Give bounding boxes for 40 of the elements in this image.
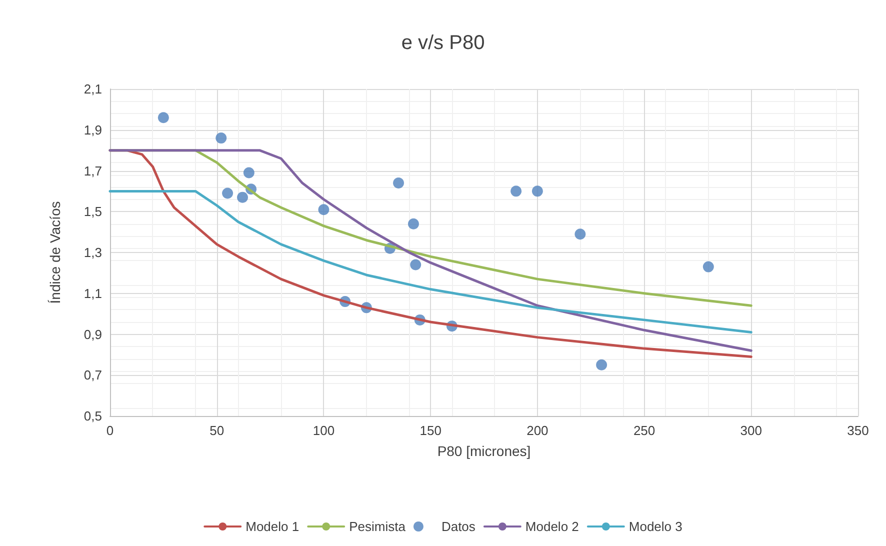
y-tick-label: 0,9	[84, 326, 102, 342]
point	[408, 218, 419, 230]
point	[158, 112, 169, 124]
y-tick-label: 2,1	[84, 82, 102, 96]
x-tick-label: 350	[847, 423, 869, 438]
y-tick-label: 1,7	[84, 163, 102, 178]
y-tick-label: 1,5	[84, 204, 102, 220]
y-axis-title: Índice de Vacíos	[47, 201, 63, 304]
y-tick-label: 1,9	[84, 122, 102, 138]
x-tick-label: 50	[210, 423, 224, 438]
x-tick-label: 150	[420, 423, 442, 438]
legend-label: Modelo 3	[628, 519, 682, 534]
point	[393, 178, 404, 189]
point	[532, 186, 543, 197]
x-tick-label: 300	[740, 423, 762, 438]
x-tick-label: 200	[526, 423, 548, 438]
legend-label: Modelo 1	[246, 519, 300, 534]
x-tick-label: 100	[312, 423, 335, 438]
point	[596, 359, 608, 370]
point	[510, 186, 522, 197]
point	[237, 192, 248, 203]
point	[702, 261, 714, 272]
x-tick-label: 250	[633, 423, 656, 438]
line-series	[108, 190, 752, 334]
x-tick-label: 0	[106, 423, 114, 438]
legend-label: Datos	[441, 519, 476, 534]
y-tick-label: 0,7	[84, 368, 102, 383]
chart-title: e v/s P80	[401, 32, 485, 54]
legend-label: Modelo 2	[525, 519, 579, 534]
point	[222, 188, 234, 199]
point	[574, 228, 586, 240]
legend-label: Pesimista	[349, 519, 406, 534]
point	[410, 259, 422, 270]
point	[243, 167, 254, 178]
point	[318, 204, 330, 216]
x-axis-title: P80 [micrones]	[437, 443, 531, 459]
y-tick-label: 0,5	[84, 408, 102, 424]
point	[216, 132, 227, 144]
y-tick-label: 1,1	[84, 286, 102, 301]
y-tick-label: 1,3	[84, 245, 102, 260]
